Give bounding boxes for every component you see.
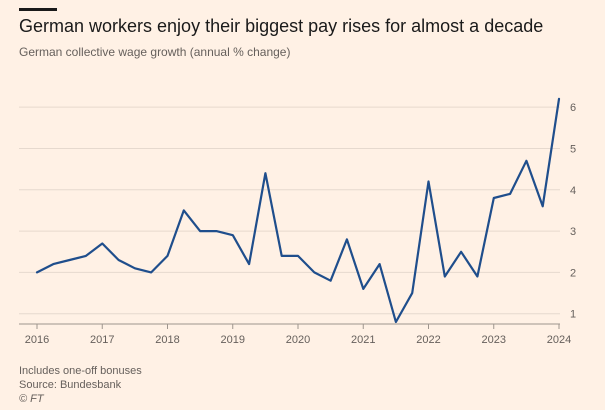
y-tick-label-5: 5 bbox=[570, 143, 576, 155]
top-rule bbox=[19, 8, 57, 11]
footnote: Includes one-off bonuses bbox=[19, 365, 142, 377]
chart-subtitle: German collective wage growth (annual % … bbox=[19, 45, 291, 59]
y-tick-label-4: 4 bbox=[570, 185, 576, 197]
ft-credit: © FT bbox=[19, 393, 44, 405]
source-note: Source: Bundesbank bbox=[19, 379, 122, 391]
x-tick-label-2016: 2016 bbox=[25, 334, 49, 346]
x-axis-ticks: 2016 2017 2018 2019 2020 2021 2022 2023 2024 bbox=[19, 323, 571, 346]
x-tick-label-2018: 2018 bbox=[155, 334, 179, 346]
grid-lines bbox=[19, 106, 560, 315]
x-tick-label-2023: 2023 bbox=[482, 334, 506, 346]
x-tick-label-2020: 2020 bbox=[286, 334, 310, 346]
x-tick-label-2022: 2022 bbox=[416, 334, 440, 346]
series-lines bbox=[35, 97, 561, 324]
series-line-0 bbox=[35, 97, 561, 324]
chart-title: German workers enjoy their biggest pay r… bbox=[19, 16, 544, 36]
y-tick-label-3: 3 bbox=[570, 226, 576, 238]
x-tick-label-2017: 2017 bbox=[90, 334, 114, 346]
y-tick-label-6: 6 bbox=[570, 102, 576, 114]
y-tick-label-2: 2 bbox=[570, 267, 576, 279]
y-axis-ticks: 1 2 3 4 5 6 bbox=[570, 102, 576, 321]
x-tick-label-2021: 2021 bbox=[351, 334, 375, 346]
x-tick-label-2019: 2019 bbox=[221, 334, 245, 346]
y-tick-label-1: 1 bbox=[570, 309, 576, 321]
x-tick-label-2024: 2024 bbox=[547, 334, 571, 346]
